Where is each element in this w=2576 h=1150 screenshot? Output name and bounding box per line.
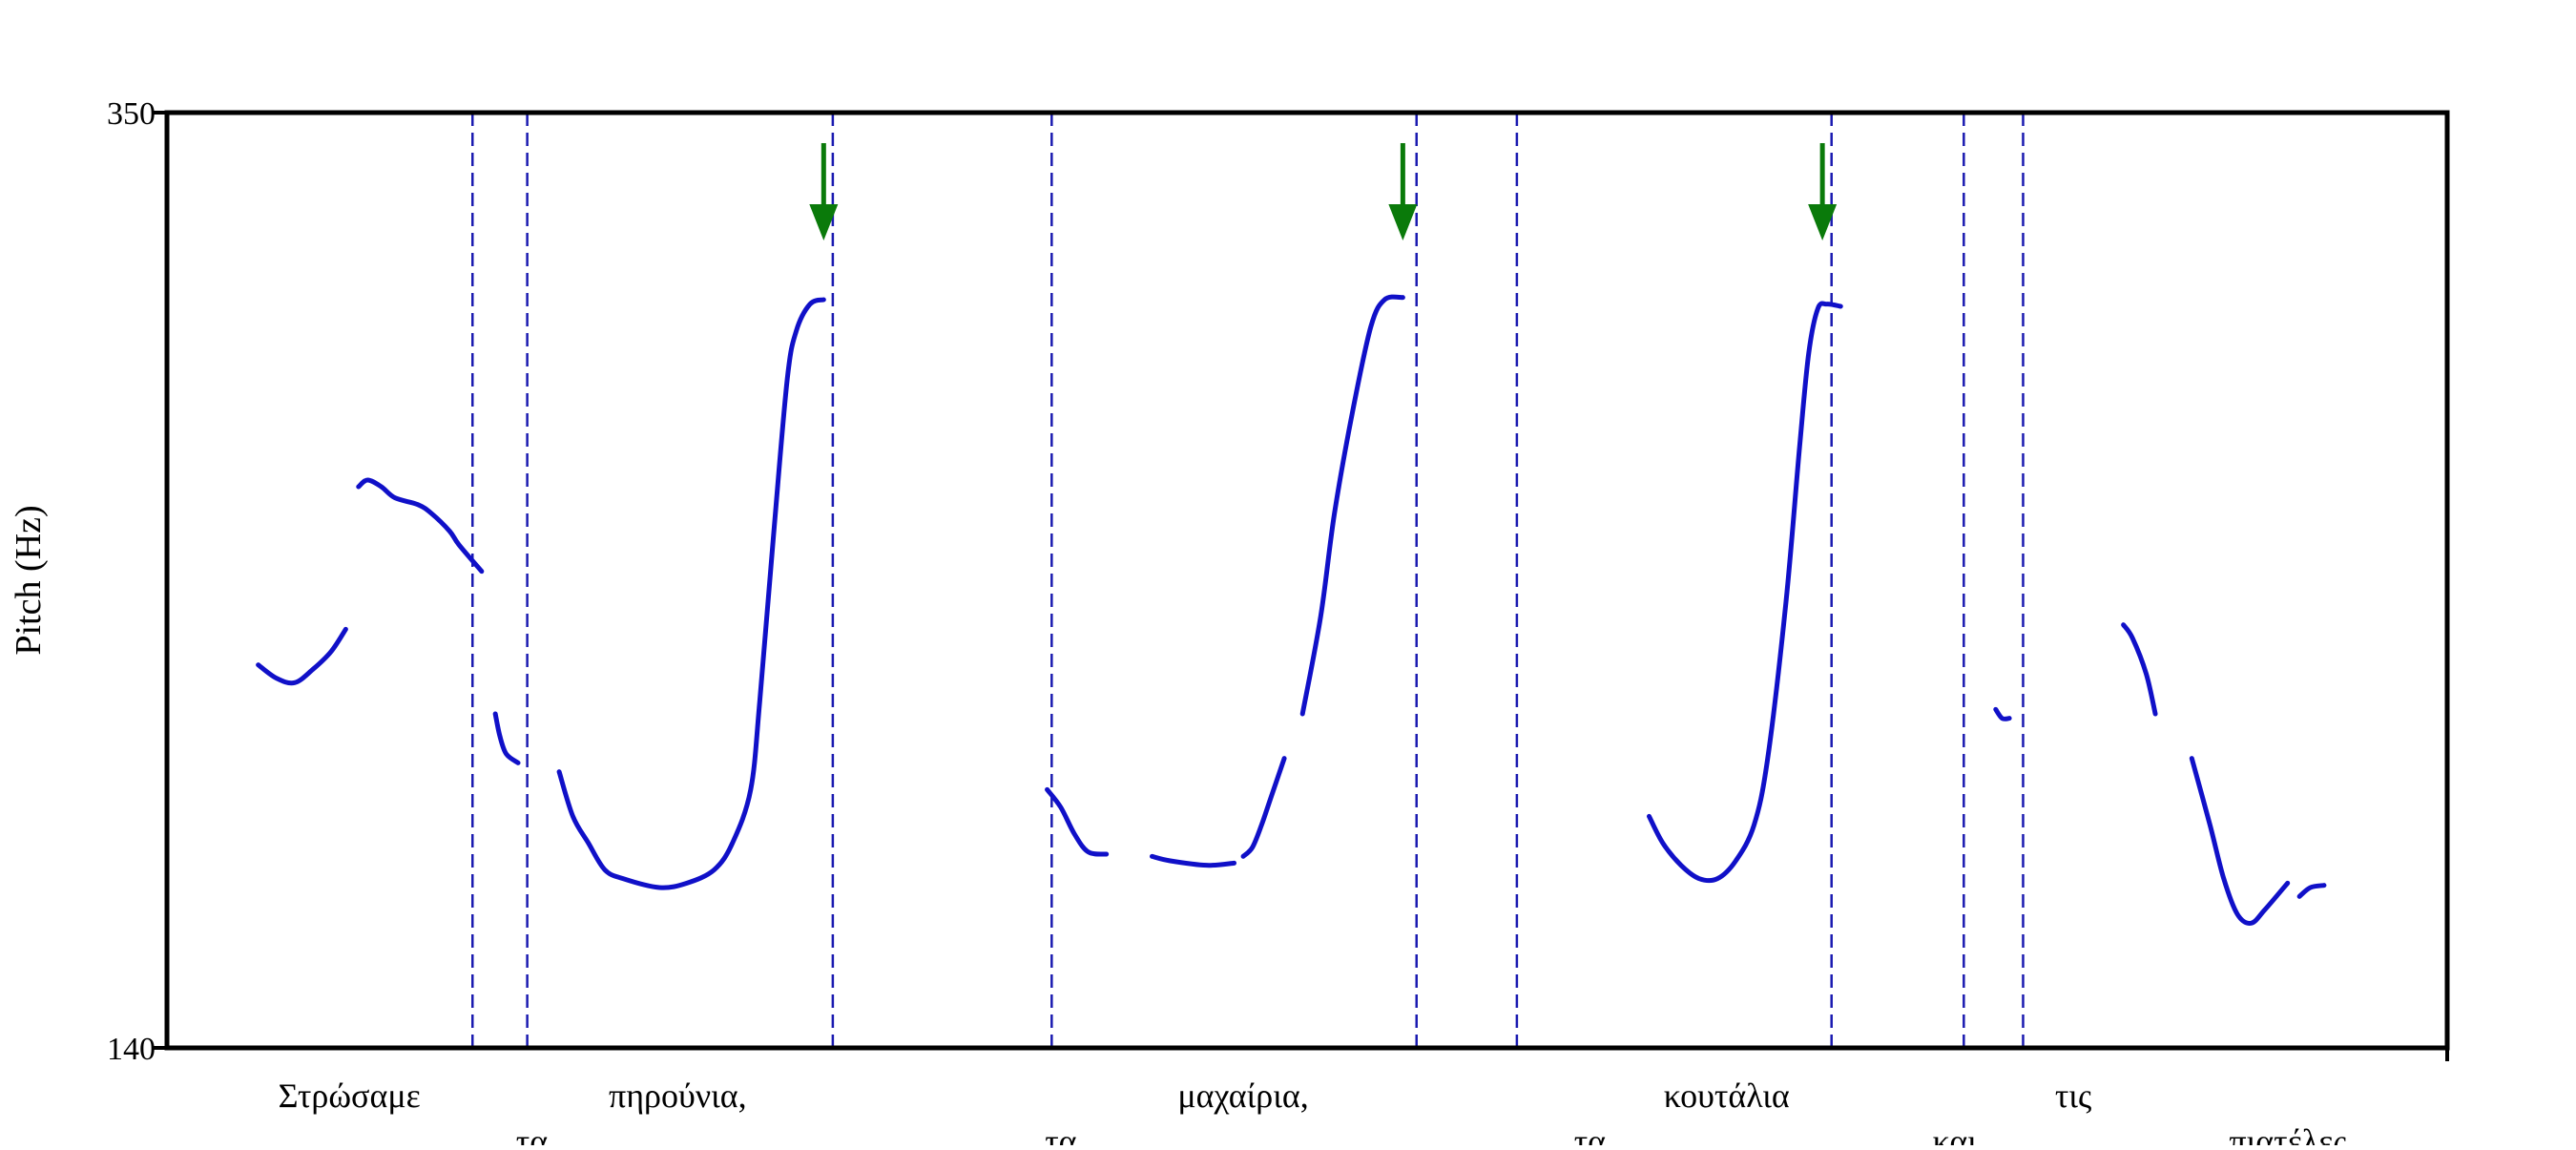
word-label: κουτάλια	[1664, 1077, 1790, 1115]
pitch-contour-segment	[356, 477, 485, 575]
pitch-contour-segment	[1299, 294, 1405, 717]
pitch-contour-segment	[1149, 853, 1237, 868]
arrow-head	[1388, 204, 1418, 240]
pitch-contour-segment	[2296, 883, 2327, 899]
plot-frame	[164, 110, 2450, 1051]
pitch-contour-segment	[2121, 622, 2158, 717]
pitch-contour-segment	[1993, 706, 2012, 721]
word-label: πιατέλες.	[2229, 1122, 2355, 1145]
word-boundaries	[471, 113, 2025, 1048]
word-label: μαχαίρια,	[1177, 1077, 1308, 1115]
word-label: τα	[1045, 1122, 1076, 1145]
prominence-arrows	[809, 143, 1838, 240]
pitch-accent-arrow	[809, 143, 839, 240]
pitch-contours	[256, 294, 2327, 926]
y-tick-label-max: 350	[107, 96, 156, 132]
pitch-accent-arrow	[1388, 143, 1418, 240]
pitch-contour-segment	[2189, 756, 2291, 926]
pitch-contour-segment	[256, 626, 348, 686]
pitch-contour-segment	[556, 297, 826, 890]
word-label: τα	[1574, 1122, 1606, 1145]
word-label: και	[1933, 1122, 1978, 1145]
word-label: τις	[2055, 1077, 2091, 1115]
arrow-head	[1808, 204, 1838, 240]
arrow-head	[809, 204, 839, 240]
pitch-contour-segment	[1647, 301, 1843, 884]
pitch-contour-segment	[1240, 756, 1287, 859]
word-label: Στρώσαμε	[279, 1077, 421, 1115]
pitch-contour-segment	[492, 711, 521, 765]
y-axis-label: Pitch (Hz)	[9, 505, 49, 655]
y-tick-label-min: 140	[107, 1032, 156, 1067]
pitch-contour-segment	[1045, 786, 1110, 857]
pitch-accent-arrow	[1808, 143, 1838, 240]
word-labels: Στρώσαμε τα πηρούνια, τα μαχαίρια, τα κουτάλια…	[279, 1077, 2356, 1150]
word-label: τα	[516, 1122, 548, 1145]
word-label: πηρούνια,	[609, 1077, 747, 1115]
